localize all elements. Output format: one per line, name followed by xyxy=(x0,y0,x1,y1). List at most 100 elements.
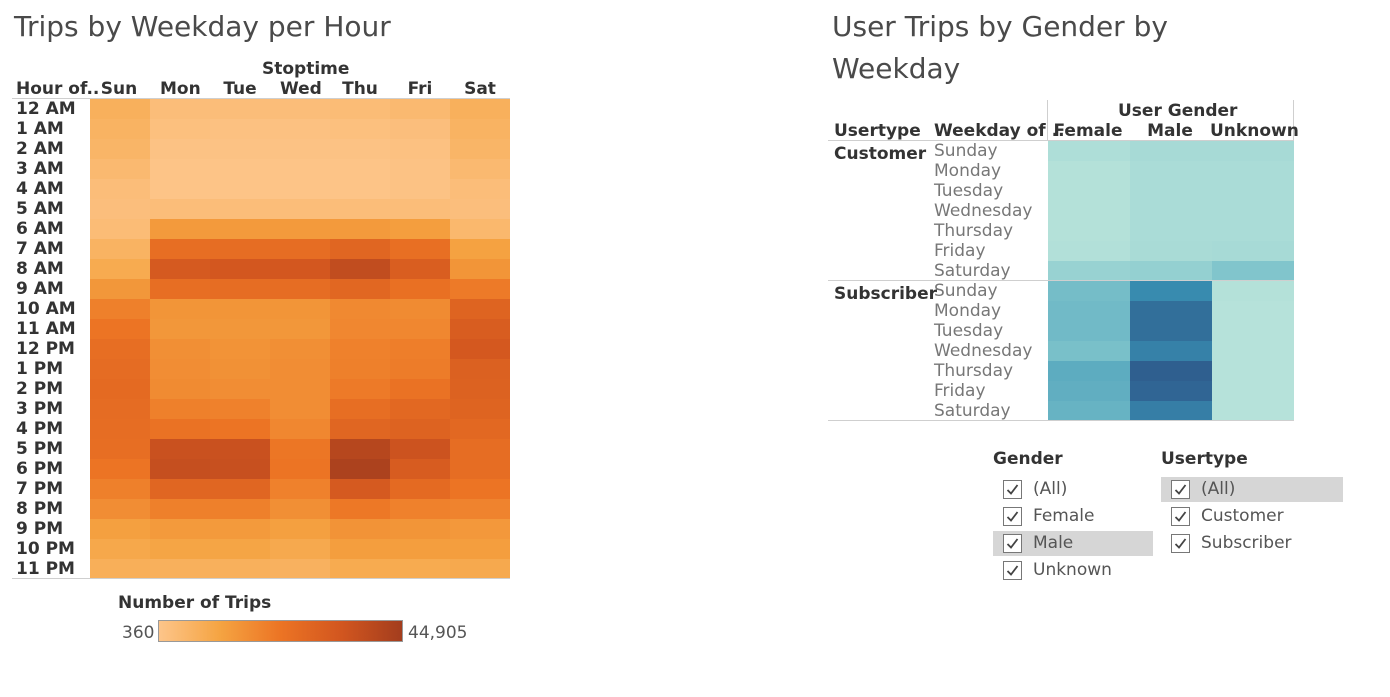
heatmap-cell[interactable] xyxy=(450,479,510,499)
heatmap-cell[interactable] xyxy=(210,359,270,379)
heatmap-cell[interactable] xyxy=(270,159,330,179)
heatmap-cell[interactable] xyxy=(90,99,150,119)
gender-heatmap-cell[interactable] xyxy=(1130,361,1212,381)
heatmap-cell[interactable] xyxy=(90,239,150,259)
heatmap-cell[interactable] xyxy=(150,279,210,299)
heatmap-cell[interactable] xyxy=(90,319,150,339)
heatmap-cell[interactable] xyxy=(390,479,450,499)
gender-heatmap-cell[interactable] xyxy=(1212,141,1294,161)
heatmap-cell[interactable] xyxy=(390,299,450,319)
usertype-checkbox-subscriber[interactable] xyxy=(1171,534,1190,553)
heatmap-cell[interactable] xyxy=(90,459,150,479)
heatmap-cell[interactable] xyxy=(150,239,210,259)
heatmap-cell[interactable] xyxy=(150,219,210,239)
gender-heatmap-cell[interactable] xyxy=(1048,301,1130,321)
heatmap-cell[interactable] xyxy=(90,339,150,359)
heatmap-cell[interactable] xyxy=(270,459,330,479)
heatmap-cell[interactable] xyxy=(390,439,450,459)
heatmap-cell[interactable] xyxy=(450,99,510,119)
heatmap-cell[interactable] xyxy=(450,459,510,479)
heatmap-cell[interactable] xyxy=(390,459,450,479)
heatmap-cell[interactable] xyxy=(150,159,210,179)
hour-header[interactable]: Hour of.. xyxy=(16,79,100,99)
heatmap-cell[interactable] xyxy=(390,379,450,399)
heatmap-cell[interactable] xyxy=(150,379,210,399)
heatmap-cell[interactable] xyxy=(450,259,510,279)
heatmap-cell[interactable] xyxy=(210,219,270,239)
gender-heatmap-cell[interactable] xyxy=(1048,241,1130,261)
heatmap-cell[interactable] xyxy=(330,279,390,299)
gender-heatmap-cell[interactable] xyxy=(1212,261,1294,281)
heatmap-cell[interactable] xyxy=(150,479,210,499)
usertype-header[interactable]: Usertype xyxy=(834,121,921,141)
gender-checkbox-male[interactable] xyxy=(1003,534,1022,553)
heatmap-cell[interactable] xyxy=(150,259,210,279)
gender-heatmap-cell[interactable] xyxy=(1212,221,1294,241)
heatmap-cell[interactable] xyxy=(270,199,330,219)
heatmap-cell[interactable] xyxy=(390,539,450,559)
heatmap-cell[interactable] xyxy=(390,559,450,579)
heatmap-cell[interactable] xyxy=(210,139,270,159)
heatmap-cell[interactable] xyxy=(450,559,510,579)
heatmap-cell[interactable] xyxy=(210,519,270,539)
heatmap-cell[interactable] xyxy=(270,99,330,119)
gender-heatmap-cell[interactable] xyxy=(1212,281,1294,301)
heatmap-cell[interactable] xyxy=(90,399,150,419)
heatmap-cell[interactable] xyxy=(210,459,270,479)
heatmap-cell[interactable] xyxy=(150,99,210,119)
usertype-checkbox-customer[interactable] xyxy=(1171,507,1190,526)
gender-heatmap-cell[interactable] xyxy=(1048,141,1130,161)
heatmap-cell[interactable] xyxy=(90,179,150,199)
heatmap-cell[interactable] xyxy=(450,179,510,199)
heatmap-cell[interactable] xyxy=(330,99,390,119)
heatmap-cell[interactable] xyxy=(270,239,330,259)
heatmap-cell[interactable] xyxy=(90,219,150,239)
heatmap-cell[interactable] xyxy=(450,159,510,179)
gender-heatmap-cell[interactable] xyxy=(1212,321,1294,341)
heatmap-cell[interactable] xyxy=(150,419,210,439)
heatmap-cell[interactable] xyxy=(390,219,450,239)
heatmap-cell[interactable] xyxy=(390,139,450,159)
gender-heatmap-cell[interactable] xyxy=(1212,201,1294,221)
heatmap-cell[interactable] xyxy=(90,139,150,159)
heatmap-cell[interactable] xyxy=(90,259,150,279)
heatmap-cell[interactable] xyxy=(330,259,390,279)
heatmap-cell[interactable] xyxy=(330,219,390,239)
heatmap-cell[interactable] xyxy=(270,319,330,339)
heatmap-cell[interactable] xyxy=(390,119,450,139)
heatmap-cell[interactable] xyxy=(390,99,450,119)
heatmap-cell[interactable] xyxy=(210,539,270,559)
usertype-checkbox-all[interactable] xyxy=(1171,480,1190,499)
gender-heatmap-cell[interactable] xyxy=(1212,241,1294,261)
heatmap-cell[interactable] xyxy=(210,259,270,279)
heatmap-cell[interactable] xyxy=(450,299,510,319)
heatmap-cell[interactable] xyxy=(210,299,270,319)
gender-option-label[interactable]: Female xyxy=(1033,506,1095,526)
heatmap-cell[interactable] xyxy=(150,119,210,139)
heatmap-cell[interactable] xyxy=(390,159,450,179)
heatmap-cell[interactable] xyxy=(450,439,510,459)
heatmap-cell[interactable] xyxy=(390,199,450,219)
heatmap-cell[interactable] xyxy=(330,379,390,399)
heatmap-cell[interactable] xyxy=(330,479,390,499)
gender-heatmap-cell[interactable] xyxy=(1048,381,1130,401)
gender-heatmap-cell[interactable] xyxy=(1130,221,1212,241)
gender-heatmap-cell[interactable] xyxy=(1212,361,1294,381)
heatmap-cell[interactable] xyxy=(270,539,330,559)
gender-heatmap-cell[interactable] xyxy=(1048,221,1130,241)
heatmap-cell[interactable] xyxy=(90,519,150,539)
heatmap-cell[interactable] xyxy=(270,339,330,359)
gender-heatmap-cell[interactable] xyxy=(1048,321,1130,341)
gender-heatmap-cell[interactable] xyxy=(1130,401,1212,421)
heatmap-cell[interactable] xyxy=(270,499,330,519)
heatmap-cell[interactable] xyxy=(270,419,330,439)
gender-heatmap-cell[interactable] xyxy=(1212,181,1294,201)
gender-heatmap-cell[interactable] xyxy=(1130,321,1212,341)
heatmap-cell[interactable] xyxy=(450,399,510,419)
heatmap-cell[interactable] xyxy=(210,99,270,119)
heatmap-cell[interactable] xyxy=(450,239,510,259)
gender-heatmap-cell[interactable] xyxy=(1048,161,1130,181)
heatmap-cell[interactable] xyxy=(390,419,450,439)
heatmap-cell[interactable] xyxy=(450,339,510,359)
heatmap-cell[interactable] xyxy=(90,279,150,299)
